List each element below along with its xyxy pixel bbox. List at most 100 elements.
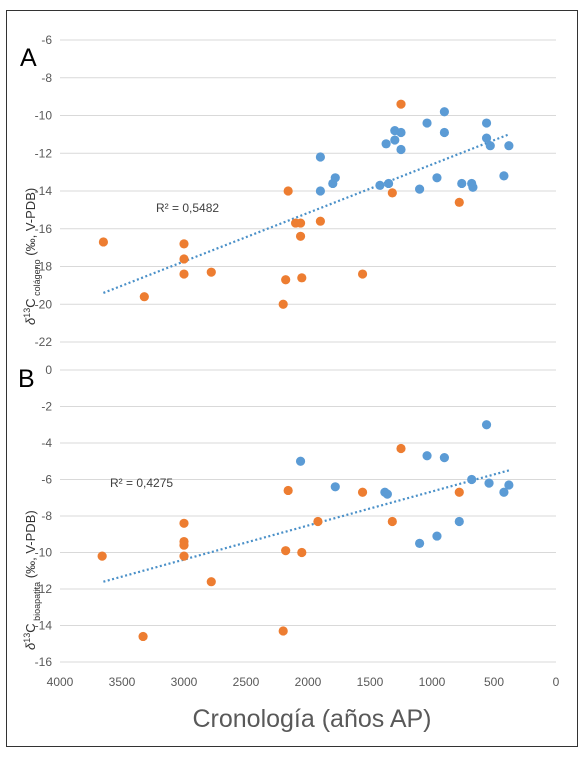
panel-b-point-orange [278, 626, 288, 636]
panel-a-gridlines [60, 39, 556, 343]
panel-a-point-blue [384, 178, 394, 189]
panel-b-y-tick-label: 0 [45, 363, 52, 377]
panel-b-y-tick-label: -10 [35, 546, 53, 560]
panel-a-point-blue [439, 127, 449, 138]
panel-b-point-orange [179, 551, 189, 561]
panel-a-point-blue [481, 133, 492, 143]
panel-a-point-blue [330, 173, 340, 183]
panel-a-point-blue [381, 139, 391, 149]
panel-a-y-ticks: -6 -8 -10 -12 -14 -16 -18 -20 -22 [35, 33, 53, 349]
panel-b-point-orange [357, 487, 368, 497]
panel-b-point-blue [415, 538, 425, 548]
panel-b-r2-annotation: R² = 0,4275 [110, 476, 173, 490]
panel-a-letter: A [20, 44, 37, 72]
panel-a-point-orange [357, 269, 368, 279]
panel-b-y-tick-label: -14 [35, 619, 53, 633]
panel-b-y-axis-label: δ13C bioapatita (‰, V-PDB) [22, 510, 42, 650]
panel-a-point-orange [295, 231, 306, 241]
panel-b-x-tick-label: 3000 [171, 675, 198, 689]
panel-a-point-blue [499, 171, 509, 181]
panel-a-r2-annotation: R² = 0,5482 [156, 201, 219, 215]
panel-a-points [98, 99, 514, 309]
panel-b-x-tick-label: 1000 [419, 675, 446, 689]
panel-a-point-orange [278, 299, 288, 309]
panel-a-y-tick-label: -8 [41, 71, 52, 85]
panel-a-point-orange [295, 218, 306, 228]
panel-a-point-orange [387, 188, 397, 198]
panel-a-point-orange [179, 239, 189, 249]
panel-b-x-tick-label: 4000 [47, 675, 74, 689]
panel-b-point-orange [138, 631, 148, 642]
panel-b-point-orange [281, 546, 291, 556]
panel-b-point-orange [396, 443, 406, 454]
panel-a-point-orange [283, 186, 293, 196]
panel-a-point-blue [457, 178, 467, 189]
panel-a-point-blue [468, 182, 478, 192]
panel-a-point-blue [315, 152, 325, 162]
x-axis-label: Cronología (años AP) [192, 705, 431, 733]
panel-b-points [97, 420, 514, 642]
panel-b-x-tick-label: 2000 [295, 675, 322, 689]
panel-a-y-tick-label: -6 [41, 33, 52, 47]
panel-a-point-orange [315, 216, 325, 226]
figure-frame [6, 10, 578, 747]
panel-b-point-blue [432, 531, 442, 541]
panel-a-point-blue [396, 127, 406, 138]
panel-a-point-blue [481, 118, 492, 128]
panel-b-point-blue [439, 453, 449, 463]
panel-b-y-tick-label: -4 [41, 436, 52, 450]
panel-a-y-tick-label: -10 [35, 109, 53, 123]
panel-b-y-tick-label: -2 [41, 400, 52, 414]
panel-a-point-orange [179, 269, 189, 279]
panel-a-point-blue [396, 144, 406, 155]
panel-a-point-blue [504, 141, 514, 151]
panel-b-point-orange [454, 487, 464, 497]
panel-a-point-blue [375, 180, 385, 190]
panel-b-point-blue [382, 489, 392, 499]
panel-b-point-orange [179, 540, 189, 550]
panel-b-point-blue [330, 482, 340, 492]
panel-b-point-blue [295, 456, 306, 466]
panel-a-point-orange [281, 275, 291, 285]
panel-a-point-orange [297, 273, 307, 283]
panel-a-y-axis-label: δ13C colágeno (‰, V-PDB) [22, 188, 42, 325]
panel-a-y-tick-label: -18 [35, 260, 53, 274]
panel-b-point-orange [179, 518, 189, 528]
panel-a-point-blue [432, 173, 442, 183]
panel-b-point-blue [499, 487, 509, 497]
panel-a-point-blue [439, 107, 449, 117]
panel-b-point-blue [481, 420, 492, 430]
panel-a-point-blue [422, 118, 432, 128]
panel-b-gridlines [60, 369, 556, 663]
panel-a-point-blue [485, 141, 495, 151]
panel-a-point-blue [390, 135, 400, 145]
panel-b-point-orange [387, 516, 397, 527]
panel-b-point-blue [467, 474, 477, 485]
panel-b-point-orange [283, 485, 293, 496]
panel-b-y-tick-label: -16 [35, 655, 53, 669]
panel-a-point-orange [206, 267, 216, 277]
panel-a-point-orange [179, 254, 189, 264]
panel-b-y-ticks: 0 -2 -4 -6 -8 -10 -12 -14 -16 [35, 363, 53, 669]
panel-a-point-orange [139, 292, 149, 302]
panel-a-point-orange [454, 197, 464, 207]
panel-b: 0 -2 -4 -6 -8 -10 -12 -14 -16 4000 3500 3000 2500 20… [18, 363, 560, 689]
panel-b-point-blue [504, 480, 514, 490]
panel-b-point-blue [484, 478, 494, 488]
panel-b-point-orange [97, 551, 107, 561]
panel-b-point-orange [206, 577, 216, 587]
panel-a-point-orange [396, 99, 406, 109]
panel-a-trendline [102, 133, 510, 294]
panel-a: -6-8-10-12-14-16-18-20-22 A R² = 0,5482 … [20, 33, 556, 349]
panel-b-point-orange [313, 516, 323, 527]
panel-b-x-tick-label: 0 [553, 675, 560, 689]
panel-b-x-tick-label: 1500 [357, 675, 384, 689]
panel-b-y-tick-label: -6 [41, 473, 52, 487]
panel-a-y-tick-label: -22 [35, 335, 53, 349]
panel-a-point-blue [415, 184, 425, 194]
panel-b-letter: B [18, 365, 35, 393]
panel-b-point-orange [297, 547, 307, 558]
panel-b-y-tick-label: -12 [35, 582, 53, 596]
panel-b-point-blue [422, 451, 432, 461]
